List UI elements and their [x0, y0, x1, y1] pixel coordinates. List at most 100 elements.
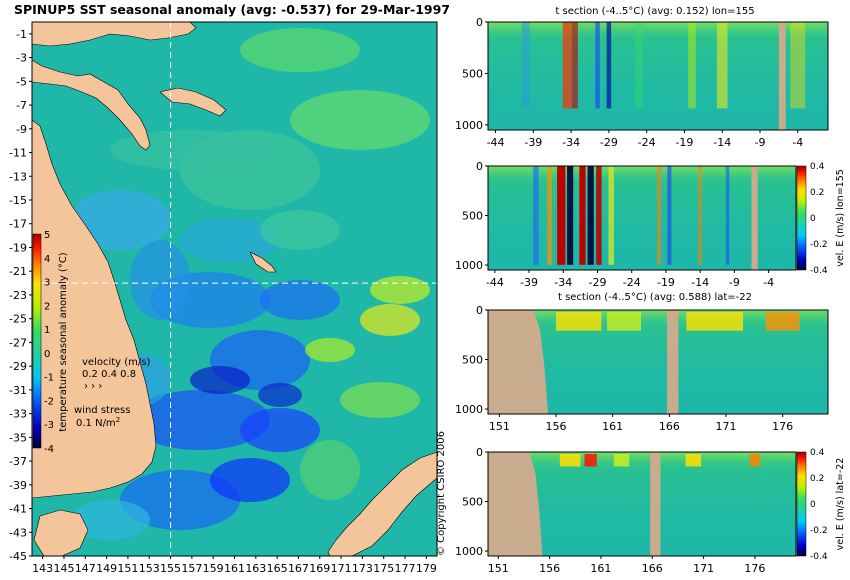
map-y-tick-label: -19: [9, 241, 27, 254]
section-x-tick-label: -34: [554, 276, 572, 289]
section-y-tick-label: 500: [462, 354, 483, 367]
anomaly-patch: [180, 218, 280, 262]
anomaly-blobs: [70, 28, 430, 540]
section4-plot: 0 500 1000 151 156 161 166 171 176: [455, 446, 797, 575]
section-band: [533, 166, 539, 265]
section2-colorbar-ticks: 0.4 0.2 0 -0.2 -0.4: [810, 162, 828, 276]
section-colorbar-tick: -0.2: [810, 240, 828, 250]
section-x-tick-label: -44: [487, 136, 505, 149]
map-x-tick-label: 167: [288, 562, 309, 575]
section-band: [547, 166, 552, 265]
anomaly-patch: [360, 304, 420, 336]
section-frame: [487, 309, 829, 415]
anomaly-patch: [240, 408, 320, 452]
map-y-tick-label: -43: [9, 526, 27, 539]
map-title: SPINUP5 SST seasonal anomaly (avg: -0.53…: [14, 2, 450, 17]
map-colorbar-tick: 5: [44, 230, 50, 241]
map-colorbar-tick: 0: [44, 349, 50, 360]
section-band: [688, 22, 696, 109]
map-y-ticks: -1 -3 -5 -7 -9 -11 -13 -15 -17 -19 -21 -23 -25 -27 -29…: [9, 28, 32, 563]
map-x-tick-label: 179: [416, 562, 437, 575]
map-colorbar-tick: 2: [44, 301, 50, 312]
anomaly-patch: [130, 240, 190, 320]
map-y-tick-label: -9: [16, 123, 27, 136]
section-y-tick-label: 1000: [455, 259, 483, 272]
section-warm-patch: [686, 312, 743, 331]
anomaly-patch: [340, 382, 420, 418]
section-x-tick-label: -9: [729, 276, 740, 289]
section-y-tick-label: 1000: [455, 403, 483, 416]
map-y-tick-label: -11: [9, 147, 27, 160]
section-x-tick-label: -14: [691, 276, 709, 289]
wind-legend-value-text: 0.1 N/m: [76, 418, 116, 429]
section-x-tick-label: 171: [693, 562, 714, 575]
section-land-coast: [488, 310, 534, 414]
section-band: [522, 22, 530, 109]
section-x-tick-label: 166: [659, 420, 680, 433]
section-surface-layer: [488, 166, 796, 270]
wind-legend-label: wind stress: [74, 405, 130, 416]
map-y-tick-label: -17: [9, 218, 27, 231]
section-x-tick-label: 156: [539, 562, 560, 575]
map-x-tick-label: 171: [331, 562, 352, 575]
section-band: [562, 22, 572, 109]
map-colorbar-tick: -3: [44, 420, 54, 431]
section2-plot: 0 500 1000-44 -39 -34 -29 -24 -19 -14 -9 -4: [455, 160, 797, 289]
section-colorbar-tick: 0: [810, 214, 816, 224]
section-colorbar-tick: -0.4: [810, 266, 828, 276]
section-colorbar-tick: -0.4: [810, 552, 828, 562]
section-colorbar-tick: 0.4: [810, 162, 825, 172]
section1-title: t section (-4..5°C) (avg: 0.152) lon=155: [555, 6, 754, 17]
map-y-tick-label: -45: [9, 550, 27, 563]
anomaly-patch: [290, 90, 430, 150]
section-land: [778, 22, 786, 130]
section-y-tick-label: 0: [476, 16, 483, 29]
section-y-tick-label: 500: [462, 210, 483, 223]
section3-plot: 0 500 1000 151 156 161 166 171 176: [455, 304, 829, 433]
section-y-tick-label: 0: [476, 304, 483, 317]
section-x-tick-label: -29: [589, 276, 607, 289]
map-colorbar-label: temperature seasonal anomaly (°C): [58, 252, 69, 431]
section2-colorbar-label: vel. E (m/s) lon=155: [835, 169, 846, 267]
anomaly-patch: [190, 366, 250, 394]
section-x-tick-label: -39: [524, 136, 542, 149]
map-x-tick-label: 153: [139, 562, 160, 575]
map-y-tick-label: -15: [9, 194, 27, 207]
land-new-britain: [159, 87, 227, 117]
section-band: [657, 166, 662, 265]
map-x-tick-label: 145: [53, 562, 74, 575]
section-warm-patch: [607, 312, 641, 331]
section4-colorbar-ticks: 0.4 0.2 0 -0.2 -0.4: [810, 448, 828, 562]
section-band: [571, 22, 578, 109]
map-plot: [32, 22, 437, 556]
map-y-tick-label: -25: [9, 313, 27, 326]
anomaly-patch: [240, 28, 360, 72]
section-x-tick-label: 176: [744, 562, 765, 575]
section-x-tick-label: 166: [642, 562, 663, 575]
section-y-tick-label: 500: [462, 496, 483, 509]
section2-colorbar: [796, 165, 807, 271]
map-x-tick-label: 173: [352, 562, 373, 575]
map-y-tick-label: -39: [9, 479, 27, 492]
map-y-tick-label: -35: [9, 431, 27, 444]
section-x-tick-label: 156: [546, 420, 567, 433]
map-x-tick-label: 177: [395, 562, 416, 575]
section-x-tick-label: -34: [562, 136, 580, 149]
section-frame: [487, 165, 797, 271]
map-colorbar-tick: 4: [44, 254, 50, 265]
section-land-island: [667, 310, 679, 414]
map-x-tick-label: 169: [309, 562, 330, 575]
section-x-tick-label: -4: [792, 136, 803, 149]
wind-legend-value: 0.1 N/m2: [76, 416, 120, 429]
section-x-tick-label: -9: [755, 136, 766, 149]
section-land-coast: [488, 452, 530, 556]
section1-plot: 0 500 1000 -44 -39 -34 -29 -24 -19 -14 -9 -4: [455, 16, 829, 149]
section-colorbar-tick: 0.2: [810, 474, 824, 484]
section-warm-patch: [765, 312, 800, 331]
copyright-text: © Copyright CSIRO 2006: [436, 431, 447, 556]
section-colorbar-tick: 0: [810, 500, 816, 510]
map-y-tick-label: -37: [9, 455, 27, 468]
anomaly-patch: [258, 383, 302, 407]
section-surface-layer: [488, 22, 828, 130]
